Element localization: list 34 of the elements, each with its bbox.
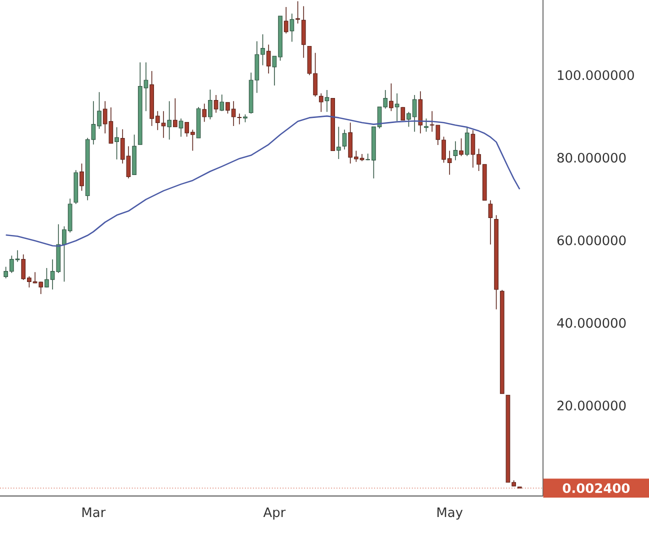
x-tick-label: May [437, 508, 463, 520]
candlestick [266, 44, 271, 74]
candlestick [453, 140, 458, 161]
candlestick [459, 138, 464, 157]
candlestick [424, 118, 428, 132]
candlestick [178, 118, 184, 138]
y-tick-label: 60.000000 [557, 235, 626, 246]
candlestick [167, 100, 172, 140]
candlestick [324, 90, 330, 112]
candlestick [237, 113, 242, 125]
y-tick-label: 40.000000 [557, 318, 626, 328]
y-tick-label: 80.000000 [557, 152, 626, 163]
candlestick [389, 83, 394, 112]
candlestick [202, 103, 207, 122]
candlestick [208, 89, 212, 120]
candlestick [214, 94, 218, 114]
candlestick [336, 126, 341, 160]
candlestick [80, 163, 84, 192]
y-tick-label: 20.000000 [557, 400, 626, 410]
candlestick [290, 13, 294, 42]
candlestick [342, 129, 347, 150]
candlestick [464, 126, 470, 157]
candlestick [318, 92, 324, 112]
x-tick-label: Apr [263, 508, 286, 520]
y-tick-label: 100.000000 [558, 70, 634, 80]
candlestick [488, 200, 493, 245]
candlestick [220, 94, 224, 112]
candlestick [394, 92, 400, 122]
candlestick [284, 6, 288, 34]
candlestick [400, 106, 406, 121]
candlestick [172, 98, 178, 128]
ref-line-label: 0.002400 [562, 483, 630, 494]
candlestick [114, 126, 119, 160]
x-tick-label: Mar [82, 508, 106, 518]
